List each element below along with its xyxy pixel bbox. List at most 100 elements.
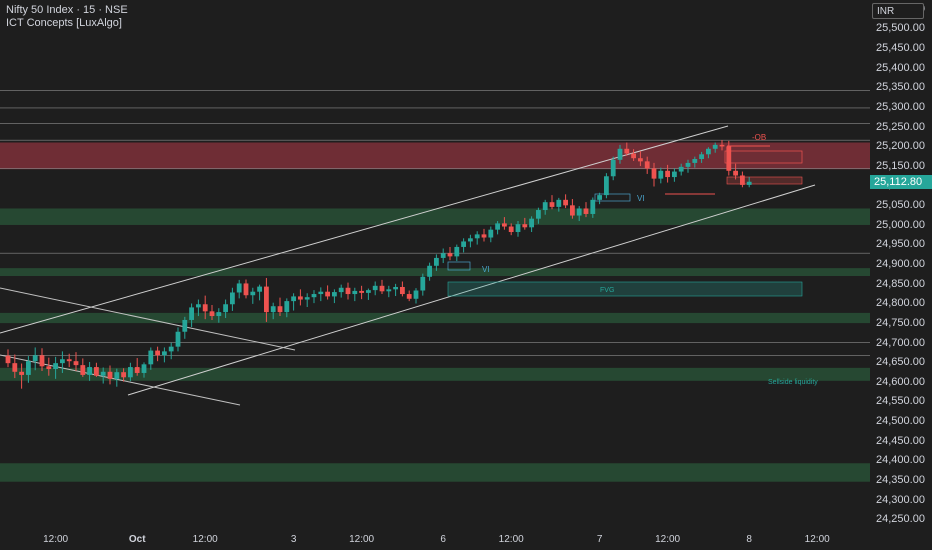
price-tick-label: 24,500.00 [876, 415, 925, 428]
price-tick-label: 24,800.00 [876, 297, 925, 310]
candle [311, 290, 317, 304]
candle [474, 231, 480, 245]
time-axis[interactable]: 12:00 Oct 12:00 3 12:00 6 12:00 7 12:00 8 12:00 [0, 530, 870, 550]
candle-body [66, 359, 72, 362]
sellside-liquidity-label: Sellside liquidity [768, 379, 818, 386]
vi-label-upper: VI [637, 194, 645, 203]
candle-body [746, 181, 752, 185]
indicator-title[interactable]: ICT Concepts [LuxAlgo] [6, 17, 122, 29]
candle [678, 163, 684, 176]
candle [107, 365, 113, 385]
candle-body [148, 350, 154, 365]
candle [128, 362, 133, 382]
channel-upper-line[interactable] [0, 125, 729, 334]
candle [134, 358, 140, 376]
candle [413, 288, 419, 304]
candle [583, 202, 589, 218]
candle [563, 194, 568, 209]
candle-body [19, 371, 24, 375]
candle-body [658, 170, 664, 179]
candle-body [250, 291, 256, 296]
candle-body [610, 159, 616, 177]
candle-body [515, 224, 521, 233]
candle [345, 282, 351, 300]
candle-body [264, 286, 269, 313]
candle-body [230, 292, 235, 305]
time-tick-label: 6 [440, 534, 446, 545]
candle [447, 246, 453, 261]
candle [32, 347, 38, 371]
candle-body [12, 363, 18, 372]
candle-body [359, 290, 364, 293]
candle [617, 144, 623, 164]
candle-body [665, 170, 670, 178]
price-tick-label: 25,450.00 [876, 42, 925, 55]
levels-layer [0, 89, 870, 356]
price-tick-label: 25,400.00 [876, 61, 925, 74]
candle-body [243, 283, 249, 296]
candle-body [60, 359, 65, 364]
candle-body [638, 158, 643, 162]
candle [515, 221, 521, 237]
symbol-title[interactable]: Nifty 50 Index · 15 · NSE [6, 4, 128, 16]
price-tick-label: 25,050.00 [876, 199, 925, 212]
price-tick-label: 24,600.00 [876, 375, 925, 388]
price-tick-label: 24,750.00 [876, 316, 925, 329]
candle [264, 277, 269, 322]
candle [570, 199, 575, 219]
time-tick-label: 12:00 [498, 534, 524, 545]
candle-body [481, 234, 487, 238]
candle-body [536, 210, 541, 219]
demand-zone [0, 312, 870, 324]
candle-body [209, 311, 215, 317]
candle-body [549, 202, 555, 207]
candle-body [604, 176, 609, 196]
price-tick-label: 24,250.00 [876, 513, 925, 526]
candle [236, 279, 242, 299]
candle-body [134, 367, 140, 373]
currency-badge[interactable]: INR [872, 3, 924, 19]
candle-body [542, 202, 548, 211]
candle [468, 234, 473, 248]
candle-body [617, 148, 623, 160]
price-axis[interactable]: 25,550.0025,500.0025,450.0025,400.0025,3… [870, 0, 932, 550]
candle-body [155, 350, 160, 356]
candle-body [563, 199, 568, 206]
candle [434, 254, 439, 271]
candle-body [427, 265, 432, 277]
candle-body [590, 199, 596, 214]
candle-body [318, 291, 324, 295]
candle [250, 287, 256, 304]
candle [706, 147, 711, 159]
candle-body [73, 361, 79, 366]
candle [733, 163, 738, 180]
candle [80, 358, 86, 377]
candle [168, 342, 174, 360]
candle [502, 217, 507, 230]
candle-body [631, 153, 636, 159]
candle-body [440, 253, 446, 258]
candle-body [270, 306, 276, 313]
candle-body [121, 372, 126, 378]
candle-body [182, 319, 188, 332]
annotation-labels: -OB VI VI FVG Sellside liquidity [482, 133, 818, 386]
price-tick-label: 24,650.00 [876, 356, 925, 369]
candle-body [508, 226, 514, 233]
candle [148, 347, 154, 370]
candle-body [32, 355, 38, 362]
candle [155, 346, 160, 362]
channel-lower-line[interactable] [127, 184, 816, 396]
fvg-label: FVG [600, 287, 614, 294]
candle [658, 167, 664, 184]
candle [692, 156, 698, 168]
candle [359, 285, 364, 300]
last-price-tag: 25,112.80 [870, 174, 932, 189]
descending-line-1[interactable] [0, 287, 296, 351]
candle-body [678, 166, 684, 172]
candle-body [570, 205, 575, 216]
candle [576, 206, 582, 222]
price-tick-label: 25,350.00 [876, 81, 925, 94]
candle [230, 287, 235, 311]
candles-layer [5, 140, 752, 389]
